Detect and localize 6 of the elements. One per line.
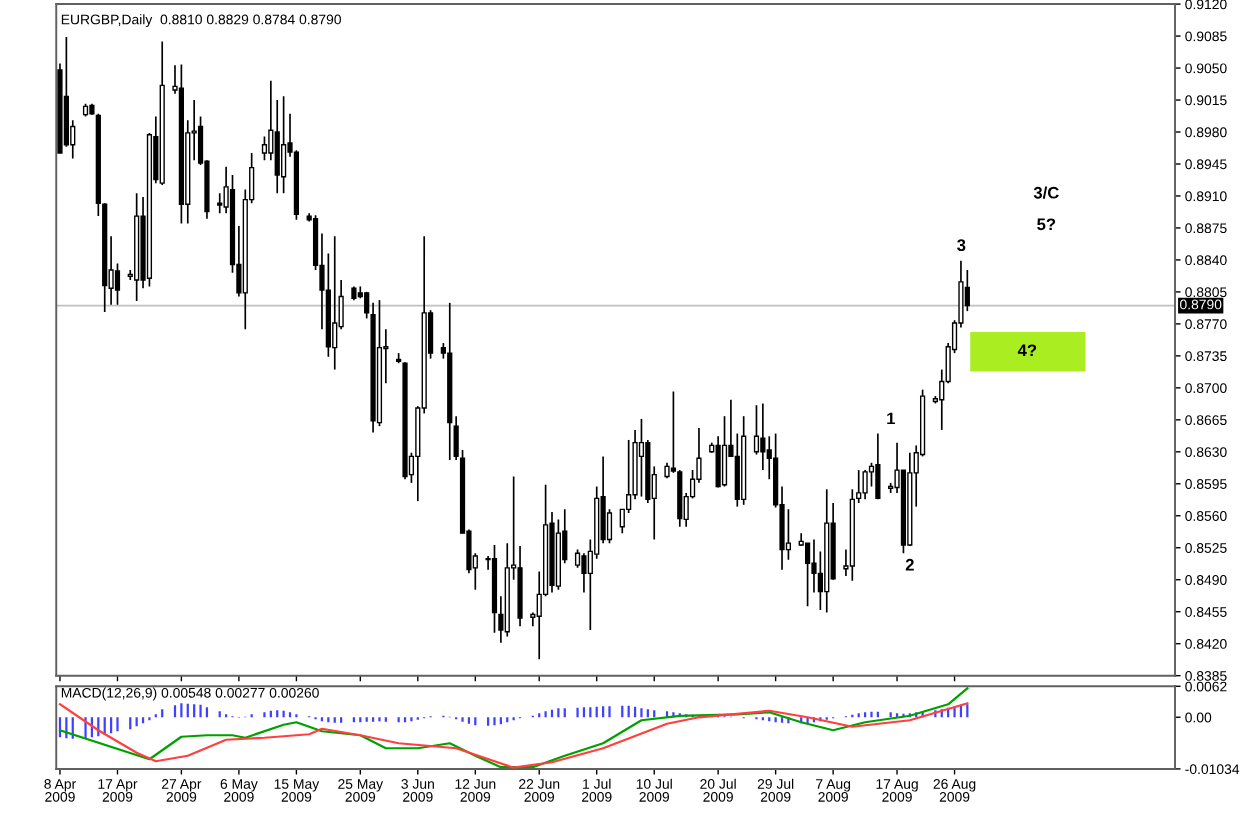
annotation: 3/C xyxy=(1033,186,1059,199)
band-label: 4? xyxy=(1017,344,1037,357)
annotation: 1 xyxy=(887,412,896,425)
annotation: 5? xyxy=(1037,218,1056,231)
annotation: 2 xyxy=(905,558,914,571)
annotation: 3 xyxy=(957,239,966,252)
